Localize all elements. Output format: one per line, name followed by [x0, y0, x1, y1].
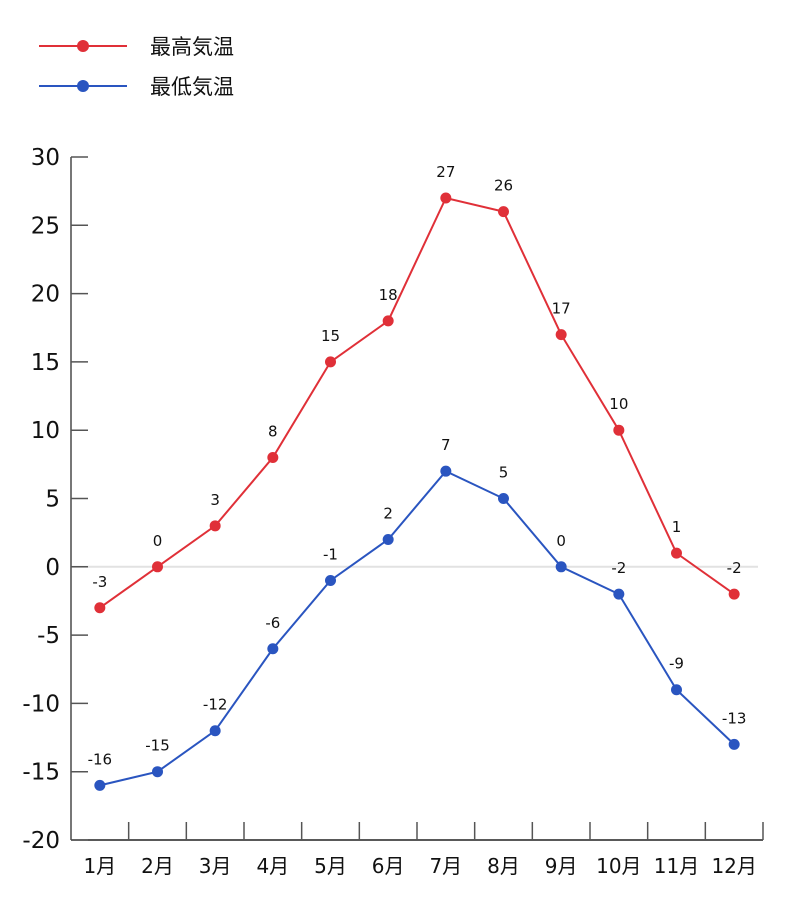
data-point: [613, 588, 625, 600]
legend-marker-icon: [77, 80, 89, 92]
data-point: [555, 561, 567, 573]
data-label: 0: [153, 532, 163, 550]
data-label: -12: [203, 696, 228, 714]
data-point: [325, 356, 336, 368]
legend-item: 最高気温: [39, 35, 234, 59]
y-tick-label: 15: [31, 350, 60, 376]
x-tick-label: 2月: [141, 854, 174, 878]
data-label: -16: [88, 750, 113, 768]
data-point: [440, 192, 452, 204]
data-label: -2: [727, 559, 742, 577]
data-label: 27: [436, 163, 455, 181]
data-label: -2: [611, 559, 626, 577]
y-tick-label: 30: [31, 145, 60, 171]
data-point: [325, 574, 336, 586]
y-tick-label: -5: [37, 623, 60, 649]
x-tick-label: 10月: [596, 854, 641, 878]
data-point: [152, 561, 163, 573]
series-line: [94, 465, 740, 791]
data-point: [671, 684, 682, 696]
data-point: [209, 725, 221, 737]
data-point: [267, 643, 279, 655]
data-point: [613, 424, 625, 436]
y-tick-label: -20: [22, 828, 60, 854]
data-label: 17: [552, 300, 571, 318]
x-tick-label: 11月: [654, 854, 699, 878]
data-label: -3: [92, 573, 107, 591]
data-point: [498, 493, 509, 504]
data-label: -1: [323, 545, 338, 563]
data-label: 18: [379, 286, 398, 304]
x-tick-label: 5月: [314, 854, 347, 878]
y-tick-label: 25: [31, 213, 60, 239]
data-point: [382, 533, 394, 545]
series-line: [94, 192, 740, 614]
legend-item: 最低気温: [39, 75, 234, 99]
y-tick-label: -15: [22, 760, 60, 786]
y-tick-label: 20: [31, 282, 60, 308]
data-labels: -30381518272617101-2-16-15-12-6-12750-2-…: [88, 163, 747, 768]
data-label: 8: [268, 423, 278, 441]
data-point: [440, 465, 452, 477]
x-tick-label: 6月: [372, 854, 405, 878]
y-tick-label: 5: [45, 487, 60, 513]
data-point: [94, 779, 106, 791]
y-tick-label: -10: [22, 691, 60, 717]
x-tick-label: 7月: [429, 854, 462, 878]
data-point: [152, 766, 163, 778]
data-point: [94, 602, 106, 614]
data-label: 5: [499, 464, 509, 482]
x-tick-label: 8月: [487, 854, 520, 878]
data-point: [498, 206, 509, 218]
data-label: 3: [210, 491, 220, 509]
series: [94, 192, 740, 791]
x-tick-label: 3月: [199, 854, 232, 878]
data-label: 15: [321, 327, 340, 345]
data-label: -13: [722, 709, 747, 727]
x-tick-label: 4月: [256, 854, 289, 878]
y-tick-label: 10: [31, 418, 60, 444]
data-point: [728, 738, 740, 750]
data-label: -6: [265, 614, 280, 632]
x-tick-label: 12月: [711, 854, 756, 878]
data-point: [382, 315, 394, 327]
data-label: 10: [609, 395, 628, 413]
data-point: [209, 520, 221, 532]
data-label: -9: [669, 655, 684, 673]
data-point: [555, 329, 567, 341]
data-label: -15: [145, 737, 170, 755]
legend-label: 最低気温: [150, 75, 234, 99]
data-label: 26: [494, 177, 513, 195]
x-tick-label: 9月: [545, 854, 578, 878]
data-point: [671, 547, 682, 559]
data-point: [728, 588, 740, 600]
legend-marker-icon: [77, 40, 89, 52]
data-label: 1: [672, 518, 682, 536]
data-label: 0: [556, 532, 566, 550]
legend-label: 最高気温: [150, 35, 234, 59]
x-tick-label: 1月: [83, 854, 116, 878]
data-point: [267, 452, 279, 464]
data-label: 2: [383, 504, 393, 522]
data-label: 7: [441, 436, 451, 454]
y-tick-label: 0: [45, 555, 60, 581]
